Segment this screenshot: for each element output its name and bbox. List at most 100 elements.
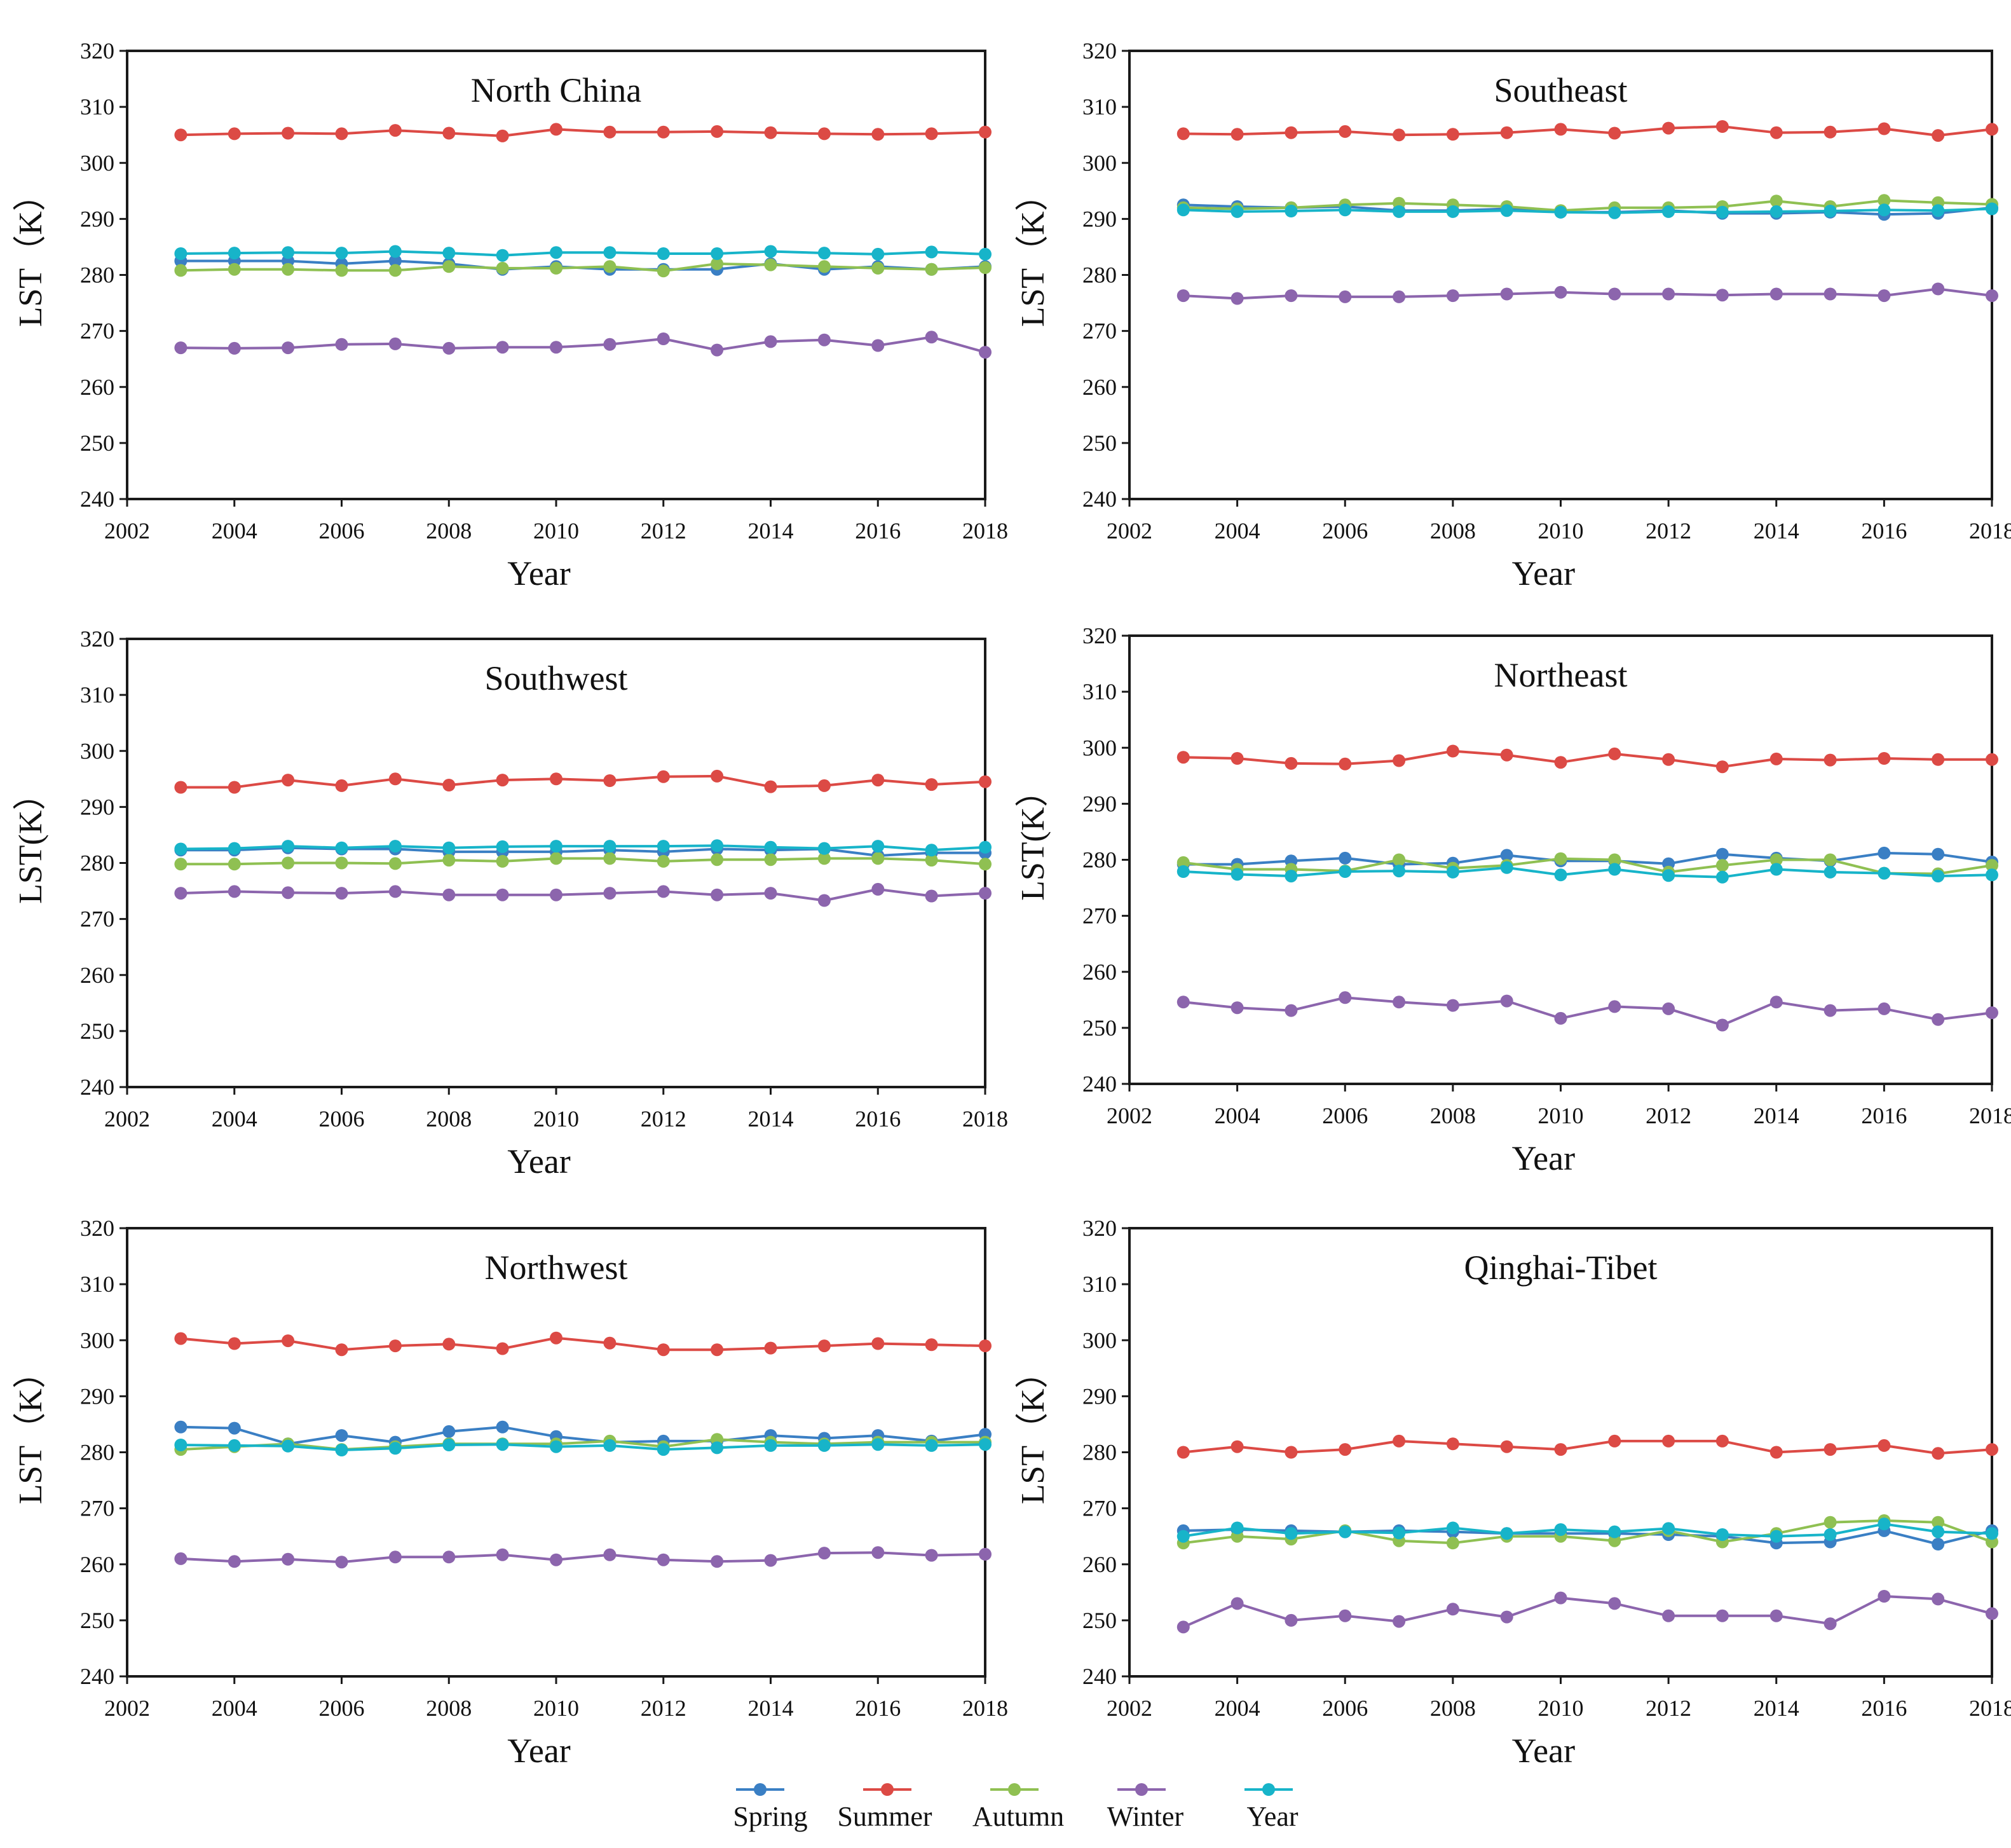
y-tick-label: 300: [80, 738, 114, 763]
y-tick-label: 300: [80, 150, 114, 175]
data-point-year: [711, 839, 724, 852]
data-point-year: [388, 1442, 402, 1455]
data-point-autumn: [335, 856, 348, 870]
x-tick-label: 2008: [1430, 1103, 1476, 1128]
data-point-autumn: [1446, 1537, 1459, 1550]
y-tick-label: 260: [1082, 374, 1117, 400]
series-line-year: [1183, 866, 1993, 879]
x-tick-label: 2008: [1430, 518, 1476, 544]
data-point-winter: [442, 888, 456, 901]
data-point-summer: [1715, 120, 1729, 133]
data-point-year: [1878, 866, 1891, 880]
legend-item-winter: Winter: [1107, 1783, 1184, 1832]
data-point-year: [979, 247, 992, 261]
data-point-year: [871, 1438, 885, 1451]
series-winter: [1176, 282, 1998, 305]
data-point-year: [764, 245, 777, 258]
data-point-summer: [1500, 748, 1513, 762]
chart-northeast: 240 250 260 270 280 290 300 310 320 2002 2004 2006 2…: [1015, 623, 2011, 1177]
data-point-summer: [1176, 751, 1190, 764]
data-point-winter: [657, 885, 670, 898]
y-tick-label: 290: [80, 1383, 114, 1409]
data-point-year: [1500, 861, 1513, 874]
series-line-spring: [181, 1425, 986, 1446]
data-point-winter: [925, 889, 938, 903]
data-point-summer: [1393, 1434, 1406, 1448]
data-point-winter: [711, 888, 724, 901]
data-point-autumn: [228, 858, 241, 871]
data-point-year: [335, 1444, 348, 1456]
data-point-year: [1393, 205, 1406, 218]
data-point-winter: [282, 886, 295, 900]
data-point-year: [1176, 203, 1190, 217]
data-point-year: [228, 1439, 241, 1452]
y-tick-label: 320: [80, 38, 114, 64]
data-point-summer: [1554, 123, 1567, 136]
data-point-summer: [603, 1336, 617, 1350]
data-point-spring: [228, 1421, 241, 1435]
y-tick-label: 290: [80, 794, 114, 819]
data-point-winter: [1446, 1603, 1459, 1616]
data-point-spring: [496, 1420, 509, 1434]
data-point-year: [1554, 1523, 1567, 1537]
x-tick-label: 2004: [1215, 1103, 1260, 1128]
series-line-year: [181, 844, 986, 852]
data-point-autumn: [871, 261, 885, 275]
y-tick-label: 240: [80, 486, 114, 512]
x-tick-label: 2012: [1646, 1695, 1691, 1721]
data-point-year: [1554, 205, 1567, 219]
data-point-winter: [1176, 289, 1190, 303]
data-point-autumn: [174, 264, 187, 277]
data-point-spring: [1932, 847, 1945, 861]
y-tick-label: 260: [1082, 1552, 1117, 1577]
series-year: [1176, 1517, 1998, 1543]
data-point-year: [1715, 1528, 1729, 1541]
data-point-summer: [1932, 129, 1945, 142]
data-point-spring: [1715, 847, 1729, 861]
chart-title: Southwest: [484, 659, 627, 697]
data-point-winter: [335, 338, 348, 351]
data-point-year: [1393, 865, 1406, 878]
x-tick-label: 2016: [1861, 518, 1907, 544]
x-tick-label: 2010: [533, 1106, 579, 1132]
data-point-year: [1446, 1521, 1459, 1535]
series-line-autumn: [181, 857, 986, 866]
data-point-winter: [1230, 292, 1244, 305]
data-point-year: [1446, 865, 1459, 879]
data-point-year: [442, 841, 456, 854]
data-point-summer: [711, 1343, 724, 1357]
data-point-winter: [603, 887, 617, 900]
data-point-winter: [1986, 1607, 1998, 1620]
data-point-summer: [1769, 126, 1783, 139]
data-point-summer: [335, 1343, 348, 1357]
series-line-year: [181, 1443, 986, 1451]
data-point-winter: [657, 332, 670, 345]
x-tick-label: 2018: [1969, 1103, 2011, 1128]
y-tick-label: 320: [1082, 623, 1117, 648]
data-point-winter: [282, 1552, 295, 1566]
data-point-winter: [1554, 1591, 1567, 1605]
y-tick-label: 310: [80, 682, 114, 708]
y-tick-label: 310: [1082, 1271, 1117, 1297]
data-point-winter: [817, 1547, 831, 1560]
data-point-summer: [496, 774, 509, 787]
y-tick-label: 260: [80, 374, 114, 400]
data-point-summer: [228, 781, 241, 794]
chart-title: Northwest: [485, 1249, 628, 1287]
data-point-year: [925, 1439, 938, 1452]
data-point-winter: [1554, 1011, 1567, 1025]
data-point-winter: [1339, 991, 1352, 1004]
data-point-year: [925, 245, 938, 259]
y-axis-label: LST(K）: [13, 777, 49, 904]
data-point-winter: [496, 1548, 509, 1561]
data-point-winter: [1715, 1609, 1729, 1622]
data-point-summer: [1176, 1446, 1190, 1459]
x-tick-label: 2004: [212, 1106, 257, 1132]
data-point-summer: [657, 1343, 670, 1357]
data-point-summer: [1285, 126, 1298, 139]
series-line-summer: [1183, 1439, 1993, 1455]
data-point-winter: [388, 885, 402, 898]
plot-frame: [126, 50, 986, 500]
data-point-summer: [1878, 122, 1891, 135]
y-tick-label: 260: [1082, 959, 1117, 985]
